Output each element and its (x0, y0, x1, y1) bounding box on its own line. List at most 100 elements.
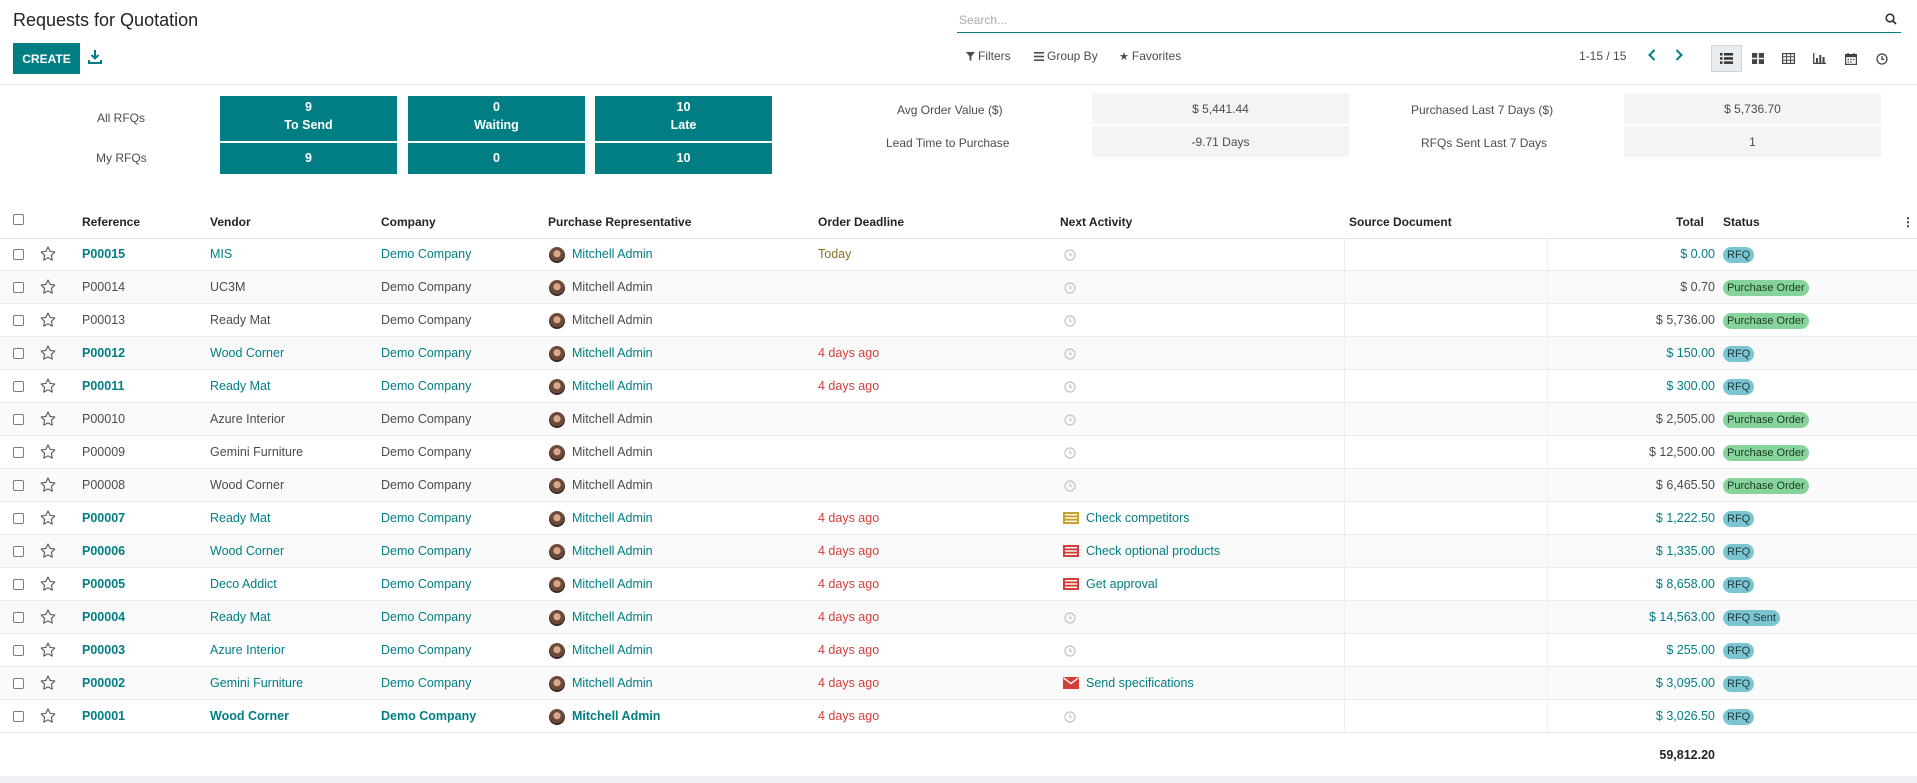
star-icon[interactable] (40, 609, 56, 627)
row-reference[interactable]: P00007 (82, 511, 126, 525)
row-reference[interactable]: P00001 (82, 709, 126, 723)
table-row[interactable]: P00008 Wood Corner Demo Company Mitchell Ad… (0, 469, 1917, 502)
clock-icon[interactable] (1064, 249, 1076, 264)
column-reference[interactable]: Reference (82, 215, 141, 229)
row-purchase-rep[interactable]: Mitchell Admin (572, 709, 661, 723)
row-vendor[interactable]: Wood Corner (210, 346, 285, 360)
row-company[interactable]: Demo Company (381, 610, 472, 624)
pager-next-button[interactable] (1671, 47, 1687, 63)
row-reference[interactable]: P00004 (82, 610, 126, 624)
star-icon[interactable] (40, 312, 56, 330)
table-row[interactable]: P00004 Ready Mat Demo Company Mitchell Admi… (0, 601, 1917, 634)
clock-icon[interactable] (1064, 480, 1076, 495)
row-vendor[interactable]: MIS (210, 247, 233, 261)
star-icon[interactable] (40, 642, 56, 660)
pivot-view-button[interactable] (1773, 45, 1804, 72)
star-icon[interactable] (40, 510, 56, 528)
star-icon[interactable] (40, 246, 56, 264)
row-company[interactable]: Demo Company (381, 379, 472, 393)
row-company[interactable]: Demo Company (381, 280, 472, 294)
row-purchase-rep[interactable]: Mitchell Admin (572, 313, 653, 327)
row-company[interactable]: Demo Company (381, 346, 472, 360)
row-purchase-rep[interactable]: Mitchell Admin (572, 247, 653, 261)
table-row[interactable]: P00007 Ready Mat Demo Company Mitchell Admi… (0, 502, 1917, 535)
row-purchase-rep[interactable]: Mitchell Admin (572, 346, 653, 360)
clock-icon[interactable] (1064, 315, 1076, 330)
row-purchase-rep[interactable]: Mitchell Admin (572, 379, 653, 393)
row-vendor[interactable]: Ready Mat (210, 313, 271, 327)
column-total[interactable]: Total (1676, 215, 1704, 229)
row-company[interactable]: Demo Company (381, 478, 472, 492)
row-vendor[interactable]: Gemini Furniture (210, 445, 304, 459)
tile-my-waiting[interactable]: 0 (408, 143, 585, 174)
row-reference[interactable]: P00003 (82, 643, 126, 657)
list-view-button[interactable] (1711, 45, 1742, 72)
star-icon[interactable] (40, 477, 56, 495)
row-purchase-rep[interactable]: Mitchell Admin (572, 577, 653, 591)
row-vendor[interactable]: Gemini Furniture (210, 676, 304, 690)
kanban-view-button[interactable] (1742, 45, 1773, 72)
row-vendor[interactable]: Ready Mat (210, 511, 271, 525)
row-purchase-rep[interactable]: Mitchell Admin (572, 610, 653, 624)
row-company[interactable]: Demo Company (381, 412, 472, 426)
row-checkbox[interactable] (13, 480, 24, 491)
clock-icon[interactable] (1064, 282, 1076, 297)
todo-list-icon[interactable] (1063, 512, 1079, 524)
row-next-activity[interactable]: Send specifications (1086, 676, 1194, 690)
search-input[interactable] (957, 8, 1861, 32)
star-icon[interactable] (40, 543, 56, 561)
star-icon[interactable] (40, 576, 56, 594)
clock-icon[interactable] (1064, 414, 1076, 429)
row-checkbox[interactable] (13, 546, 24, 557)
pager-previous-button[interactable] (1644, 47, 1660, 63)
star-icon[interactable] (40, 675, 56, 693)
row-company[interactable]: Demo Company (381, 247, 472, 261)
table-row[interactable]: P00013 Ready Mat Demo Company Mitchell Admi… (0, 304, 1917, 337)
row-purchase-rep[interactable]: Mitchell Admin (572, 478, 653, 492)
table-row[interactable]: P00014 UC3M Demo Company Mitchell Admin $ 0.… (0, 271, 1917, 304)
table-row[interactable]: P00003 Azure Interior Demo Company Mitchell… (0, 634, 1917, 667)
todo-list-icon[interactable] (1063, 545, 1079, 557)
column-company[interactable]: Company (381, 215, 436, 229)
favorites-button[interactable]: ★ Favorites (1119, 49, 1181, 63)
column-status[interactable]: Status (1723, 215, 1760, 229)
row-purchase-rep[interactable]: Mitchell Admin (572, 445, 653, 459)
table-row[interactable]: P00005 Deco Addict Demo Company Mitchell Ad… (0, 568, 1917, 601)
create-button[interactable]: CREATE (13, 43, 80, 74)
row-next-activity[interactable]: Check competitors (1086, 511, 1190, 525)
column-vendor[interactable]: Vendor (210, 215, 251, 229)
row-reference[interactable]: P00014 (82, 280, 126, 294)
clock-icon[interactable] (1064, 381, 1076, 396)
row-checkbox[interactable] (13, 612, 24, 623)
row-reference[interactable]: P00010 (82, 412, 126, 426)
row-checkbox[interactable] (13, 579, 24, 590)
row-purchase-rep[interactable]: Mitchell Admin (572, 676, 653, 690)
todo-list-icon[interactable] (1063, 578, 1079, 590)
row-company[interactable]: Demo Company (381, 511, 472, 525)
row-company[interactable]: Demo Company (381, 313, 472, 327)
row-checkbox[interactable] (13, 315, 24, 326)
column-next-activity[interactable]: Next Activity (1060, 215, 1133, 229)
row-reference[interactable]: P00013 (82, 313, 126, 327)
row-purchase-rep[interactable]: Mitchell Admin (572, 511, 653, 525)
row-company[interactable]: Demo Company (381, 643, 472, 657)
star-icon[interactable] (40, 378, 56, 396)
row-reference[interactable]: P00011 (82, 379, 125, 393)
graph-view-button[interactable] (1804, 45, 1835, 72)
clock-icon[interactable] (1064, 348, 1076, 363)
table-row[interactable]: P00010 Azure Interior Demo Company Mitchell… (0, 403, 1917, 436)
column-order-deadline[interactable]: Order Deadline (818, 215, 905, 229)
row-checkbox[interactable] (13, 282, 24, 293)
row-reference[interactable]: P00009 (82, 445, 126, 459)
optional-columns-icon[interactable]: ⋮ (1902, 215, 1914, 229)
clock-icon[interactable] (1064, 447, 1076, 462)
table-row[interactable]: P00006 Wood Corner Demo Company Mitchell Ad… (0, 535, 1917, 568)
star-icon[interactable] (40, 345, 56, 363)
tile-my-late[interactable]: 10 (595, 143, 772, 174)
row-checkbox[interactable] (13, 513, 24, 524)
row-vendor[interactable]: Wood Corner (210, 478, 285, 492)
row-checkbox[interactable] (13, 645, 24, 656)
row-purchase-rep[interactable]: Mitchell Admin (572, 280, 653, 294)
row-company[interactable]: Demo Company (381, 709, 477, 723)
clock-icon[interactable] (1064, 711, 1076, 726)
